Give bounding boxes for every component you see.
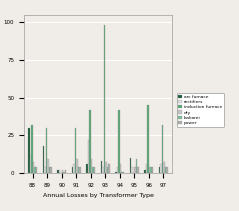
- Bar: [76, 160, 78, 173]
- Bar: [62, 170, 63, 173]
- Bar: [57, 170, 59, 173]
- Bar: [130, 158, 131, 173]
- Bar: [162, 125, 163, 173]
- Bar: [72, 167, 73, 173]
- Bar: [34, 167, 36, 173]
- Bar: [149, 167, 150, 173]
- Bar: [50, 167, 51, 173]
- Bar: [163, 162, 165, 173]
- Bar: [79, 167, 81, 173]
- Bar: [88, 140, 89, 173]
- Bar: [63, 172, 65, 173]
- Bar: [150, 167, 152, 173]
- Bar: [94, 167, 95, 173]
- Bar: [121, 172, 123, 173]
- Legend: arc furnace, rectifiers, induction furnace, dry, laskarei, power: arc furnace, rectifiers, induction furna…: [177, 93, 224, 127]
- Y-axis label: Adjusted Gross: Adjusted Gross: [0, 70, 1, 118]
- Bar: [33, 162, 34, 173]
- Bar: [36, 167, 37, 173]
- Bar: [28, 128, 30, 173]
- Bar: [134, 167, 136, 173]
- Bar: [160, 164, 162, 173]
- Bar: [65, 170, 66, 173]
- Bar: [159, 167, 160, 173]
- Bar: [108, 164, 110, 173]
- Bar: [105, 162, 107, 173]
- Bar: [102, 167, 104, 173]
- Bar: [30, 155, 31, 173]
- Bar: [31, 125, 33, 173]
- Bar: [136, 160, 137, 173]
- Bar: [152, 167, 153, 173]
- Bar: [137, 167, 139, 173]
- Bar: [165, 167, 166, 173]
- X-axis label: Annual Losses by Transformer Type: Annual Losses by Transformer Type: [43, 193, 153, 198]
- Bar: [47, 160, 49, 173]
- Bar: [59, 170, 60, 173]
- Bar: [92, 167, 94, 173]
- Bar: [73, 164, 75, 173]
- Bar: [123, 172, 124, 173]
- Bar: [46, 128, 47, 173]
- Bar: [78, 167, 79, 173]
- Bar: [43, 146, 44, 173]
- Bar: [49, 167, 50, 173]
- Bar: [115, 172, 117, 173]
- Bar: [166, 167, 168, 173]
- Bar: [145, 170, 146, 173]
- Bar: [89, 110, 91, 173]
- Bar: [104, 25, 105, 173]
- Bar: [86, 164, 88, 173]
- Bar: [44, 167, 46, 173]
- Bar: [91, 160, 92, 173]
- Bar: [117, 167, 118, 173]
- Bar: [118, 110, 120, 173]
- Bar: [107, 167, 108, 173]
- Bar: [146, 164, 147, 173]
- Bar: [147, 105, 149, 173]
- Bar: [75, 128, 76, 173]
- Bar: [120, 164, 121, 173]
- Bar: [131, 167, 133, 173]
- Bar: [101, 161, 102, 173]
